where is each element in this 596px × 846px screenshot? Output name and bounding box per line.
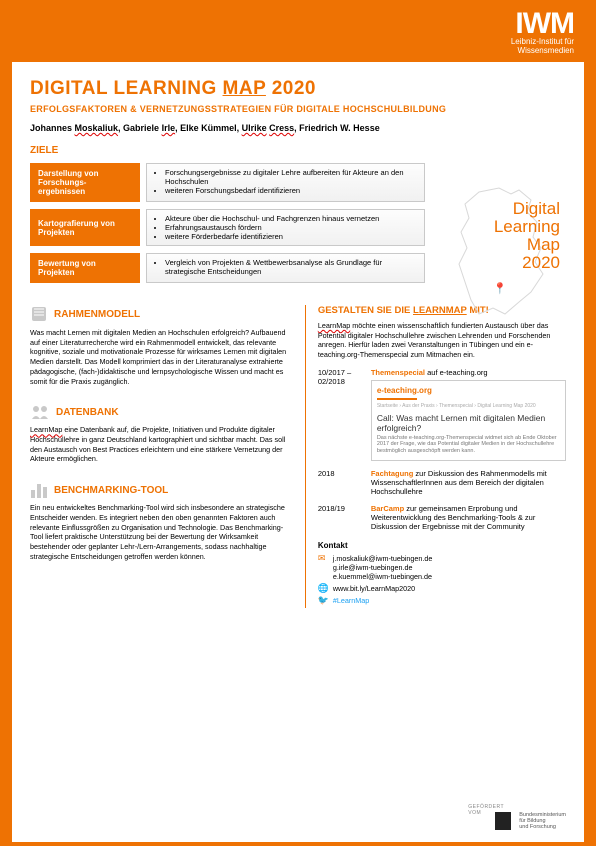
authors: Johannes Moskaliuk, Gabriele Irle, Elke … (30, 123, 566, 133)
timeline-row: 2018Fachtagung zur Diskussion des Rahmen… (318, 469, 566, 496)
ziele-label: Bewertung von Projekten (30, 253, 140, 283)
main-title: DIGITAL LEARNING MAP 2020 (30, 78, 566, 100)
datenbank-block: DATENBANK LearnMap eine Datenbank auf, d… (30, 404, 291, 464)
ziele-label: Kartografierung von Projekten (30, 209, 140, 246)
twitter-icon: 🐦 (318, 596, 328, 605)
eteaching-screenshot: e-teaching.orgStartseite › Aus der Praxi… (371, 380, 566, 461)
ziele-heading: ZIELE (30, 145, 566, 156)
mail-icon: ✉ (318, 554, 328, 563)
ziele-bullets: Akteure über die Hochschul- und Fachgren… (146, 209, 425, 246)
timeline-row: 2018/19BarCamp zur gemeinsamen Erprobung… (318, 504, 566, 531)
ziele-bullets: Forschungsergebnisse zu digitaler Lehre … (146, 163, 425, 202)
logo-sub: Leibniz-Institut fürWissensmedien (511, 38, 574, 56)
timeline: 10/2017 – 02/2018Themenspecial auf e-tea… (318, 368, 566, 531)
poster-page: DIGITAL LEARNING MAP 2020 ERFOLGSFAKTORE… (12, 62, 584, 842)
benchmarking-block: BENCHMARKING-TOOL Ein neu entwickeltes B… (30, 482, 291, 561)
timeline-row: 10/2017 – 02/2018Themenspecial auf e-tea… (318, 368, 566, 461)
logo: IWM Leibniz-Institut fürWissensmedien (511, 12, 574, 56)
ziele-row: Bewertung von ProjektenVergleich von Pro… (30, 253, 425, 283)
map-pin-icon: 📍 (493, 282, 507, 295)
ziele-label: Darstellung von Forschungs-ergebnissen (30, 163, 140, 202)
germany-map-badge: Digital Learning Map 2020 📍 (449, 182, 564, 332)
people-icon (30, 404, 50, 420)
rahmenmodell-block: RAHMENMODELL Was macht Lernen mit digita… (30, 305, 291, 386)
bars-icon (30, 482, 48, 498)
logo-text: IWM (511, 12, 574, 36)
subtitle: ERFOLGSFAKTOREN & VERNETZUNGSSTRATEGIEN … (30, 104, 566, 114)
funder-logo: GEFÖRDERT VOM Bundesministerium für Bild… (495, 812, 566, 830)
ziele-bullets: Vergleich von Projekten & Wettbewerbsana… (146, 253, 425, 283)
ziele-row: Darstellung von Forschungs-ergebnissenFo… (30, 163, 425, 202)
globe-icon: 🌐 (318, 584, 328, 593)
kontakt-block: Kontakt ✉ j.moskaliuk@iwm-tuebingen.deg.… (318, 541, 566, 605)
book-icon (30, 305, 48, 323)
ziele-row: Kartografierung von ProjektenAkteure übe… (30, 209, 425, 246)
